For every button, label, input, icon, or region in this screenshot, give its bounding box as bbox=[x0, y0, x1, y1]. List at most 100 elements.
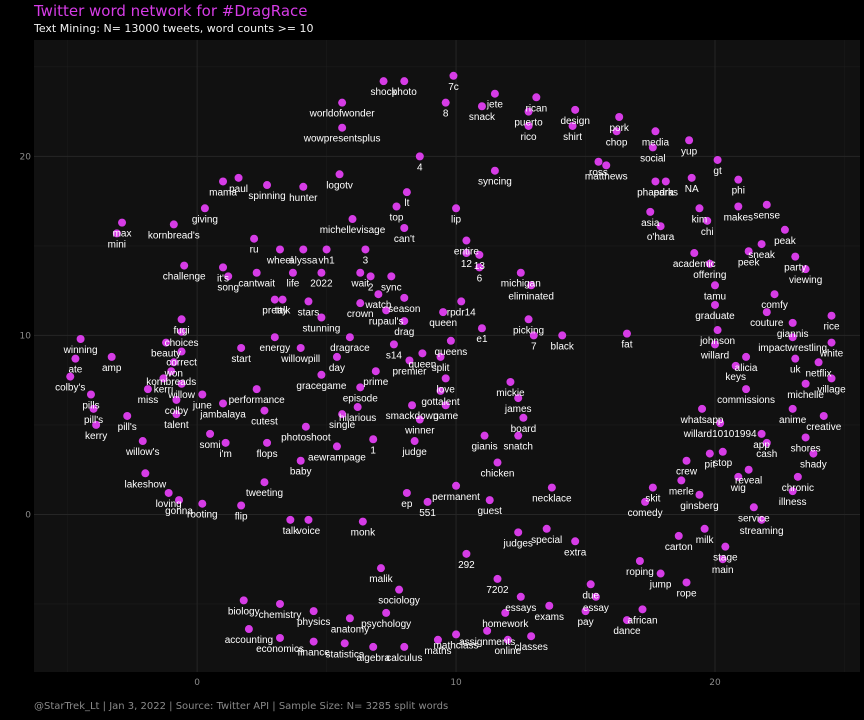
word-label: makes bbox=[724, 213, 753, 224]
word-label: pill's bbox=[84, 415, 103, 426]
word-node bbox=[532, 93, 541, 102]
word-node bbox=[332, 442, 341, 451]
word-node bbox=[358, 517, 367, 526]
word-label: anatomy bbox=[331, 624, 369, 635]
word-label: creative bbox=[806, 422, 841, 433]
word-node bbox=[503, 635, 512, 644]
word-node bbox=[376, 564, 385, 573]
word-node bbox=[682, 456, 691, 465]
word-label: streaming bbox=[740, 526, 784, 537]
word-node bbox=[436, 352, 445, 361]
word-node bbox=[682, 578, 691, 587]
word-label: pit bbox=[705, 460, 716, 471]
y-tick-label: 20 bbox=[20, 152, 32, 162]
word-label: rooting bbox=[187, 510, 218, 521]
word-label: 2 bbox=[368, 282, 374, 293]
word-node bbox=[118, 218, 127, 227]
word-label: calculus bbox=[386, 653, 422, 664]
word-node bbox=[76, 334, 85, 343]
word-node bbox=[389, 340, 398, 349]
word-node bbox=[410, 437, 419, 446]
word-node bbox=[356, 268, 365, 277]
word-label: sociology bbox=[378, 596, 420, 607]
word-label: snack bbox=[469, 112, 496, 123]
word-node bbox=[244, 625, 253, 634]
word-node bbox=[348, 215, 357, 224]
word-node bbox=[674, 531, 683, 540]
word-node bbox=[524, 107, 533, 116]
word-label: special bbox=[531, 535, 562, 546]
word-label: mathclass bbox=[434, 640, 479, 651]
word-label: ginsberg bbox=[680, 501, 718, 512]
word-node bbox=[514, 528, 523, 537]
word-node bbox=[361, 245, 370, 254]
word-label: pay bbox=[577, 617, 593, 628]
word-label: online bbox=[494, 646, 521, 657]
word-label: phaedra bbox=[637, 187, 674, 198]
word-label: roping bbox=[626, 567, 654, 578]
word-node bbox=[369, 642, 378, 651]
word-node bbox=[490, 89, 499, 98]
word-node bbox=[762, 308, 771, 317]
word-label: asia bbox=[641, 218, 660, 229]
word-node bbox=[219, 263, 228, 272]
word-node bbox=[169, 220, 178, 229]
word-node bbox=[742, 352, 751, 361]
word-label: illness bbox=[779, 497, 807, 508]
word-node bbox=[143, 385, 152, 394]
word-label: lakeshow bbox=[124, 479, 166, 490]
word-label: can't bbox=[394, 234, 415, 245]
word-node bbox=[542, 524, 551, 533]
word-label: permanent bbox=[432, 492, 480, 503]
word-label: start bbox=[231, 354, 251, 365]
word-label: black bbox=[551, 341, 575, 352]
word-node bbox=[296, 343, 305, 352]
word-node bbox=[219, 177, 228, 186]
word-label: song bbox=[217, 282, 239, 293]
word-node bbox=[749, 503, 758, 512]
word-label: somi bbox=[200, 440, 221, 451]
word-label: reveal bbox=[735, 476, 762, 487]
x-tick-label: 0 bbox=[194, 678, 200, 688]
word-label: fat bbox=[621, 340, 632, 351]
word-node bbox=[703, 216, 712, 225]
word-label: lip bbox=[451, 214, 461, 225]
word-label: shores bbox=[791, 443, 821, 454]
word-node bbox=[260, 478, 269, 487]
word-node bbox=[138, 437, 147, 446]
word-label: queens bbox=[434, 347, 467, 358]
word-node bbox=[710, 340, 719, 349]
word-label: kornbreads bbox=[146, 377, 196, 388]
word-label: cantwait bbox=[238, 279, 275, 290]
word-node bbox=[439, 308, 448, 317]
word-node bbox=[793, 472, 802, 481]
word-node bbox=[335, 170, 344, 179]
word-node bbox=[172, 395, 181, 404]
word-label: social bbox=[640, 153, 666, 164]
word-label: mama bbox=[209, 187, 237, 198]
word-label: dragrace bbox=[330, 343, 370, 354]
word-node bbox=[338, 98, 347, 107]
word-label: premier bbox=[393, 366, 428, 377]
word-node bbox=[71, 354, 80, 363]
word-node bbox=[524, 121, 533, 130]
word-label: board bbox=[511, 424, 537, 435]
word-label: love bbox=[437, 384, 456, 395]
word-node bbox=[527, 281, 536, 290]
word-label: stunning bbox=[303, 324, 341, 335]
word-node bbox=[206, 429, 215, 438]
word-label: talk bbox=[283, 526, 300, 537]
word-node bbox=[519, 413, 528, 422]
word-label: essay bbox=[583, 603, 609, 614]
word-node bbox=[547, 483, 556, 492]
word-node bbox=[483, 626, 492, 635]
word-node bbox=[809, 449, 818, 458]
word-node bbox=[485, 496, 494, 505]
word-node bbox=[263, 181, 272, 190]
word-node bbox=[819, 411, 828, 420]
word-label: s14 bbox=[386, 350, 403, 361]
word-label: tweeting bbox=[246, 488, 283, 499]
word-label: talk bbox=[275, 306, 292, 317]
word-node bbox=[338, 123, 347, 132]
